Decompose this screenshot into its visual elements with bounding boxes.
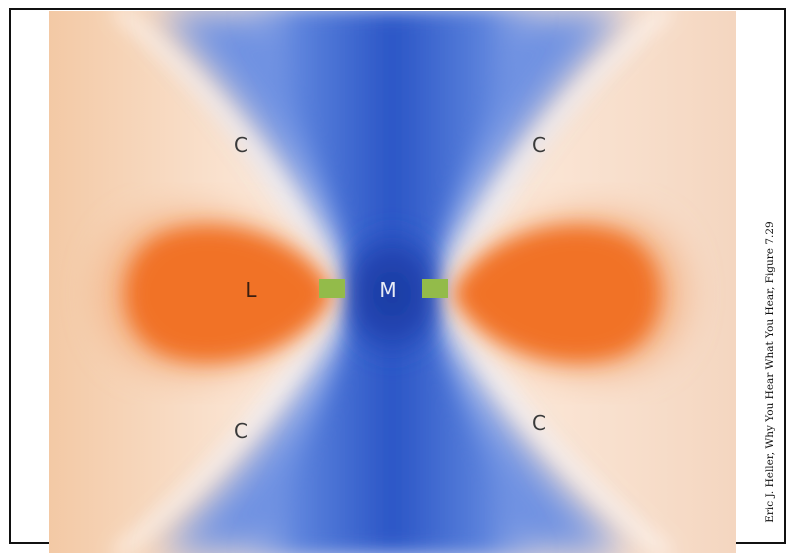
right-lobe [453,226,660,362]
label-l: L [245,278,257,302]
label-c-top-right: C [532,133,546,157]
figure-caption: Eric J. Heller, Why You Hear What You He… [764,221,776,523]
center-dark [332,222,452,366]
label-m: M [379,278,397,302]
node-lines [114,11,671,553]
right-electrode [422,279,448,298]
left-lobe [125,226,332,362]
label-c-bottom-left: C [234,419,248,443]
left-electrode [319,279,345,298]
label-c-top-left: C [234,133,248,157]
label-c-bottom-right: C [532,411,546,435]
field-plot [49,11,736,553]
field-svg [49,11,736,553]
